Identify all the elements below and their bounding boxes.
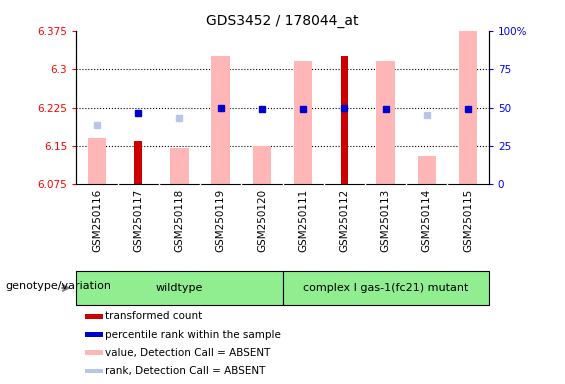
- Title: GDS3452 / 178044_at: GDS3452 / 178044_at: [206, 14, 359, 28]
- Bar: [85, 369, 103, 373]
- Bar: [418, 156, 436, 184]
- Text: GSM250112: GSM250112: [340, 189, 349, 252]
- Text: GSM250111: GSM250111: [298, 189, 308, 252]
- Text: GSM250119: GSM250119: [216, 189, 225, 252]
- Text: GSM250113: GSM250113: [381, 189, 390, 252]
- Bar: [170, 149, 189, 184]
- Bar: [134, 141, 142, 184]
- Text: value, Detection Call = ABSENT: value, Detection Call = ABSENT: [105, 348, 271, 358]
- Bar: [376, 61, 395, 184]
- Bar: [85, 314, 103, 319]
- Bar: [85, 332, 103, 337]
- Text: percentile rank within the sample: percentile rank within the sample: [105, 329, 281, 339]
- Bar: [294, 61, 312, 184]
- FancyBboxPatch shape: [76, 271, 282, 305]
- Bar: [211, 56, 230, 184]
- Bar: [88, 138, 106, 184]
- Text: GSM250115: GSM250115: [463, 189, 473, 252]
- Text: genotype/variation: genotype/variation: [6, 281, 112, 291]
- Text: rank, Detection Call = ABSENT: rank, Detection Call = ABSENT: [105, 366, 266, 376]
- Text: GSM250118: GSM250118: [175, 189, 184, 252]
- Text: wildtype: wildtype: [156, 283, 203, 293]
- Bar: [85, 351, 103, 355]
- Bar: [341, 56, 348, 184]
- Text: GSM250116: GSM250116: [92, 189, 102, 252]
- Text: complex I gas-1(fc21) mutant: complex I gas-1(fc21) mutant: [303, 283, 468, 293]
- Bar: [253, 146, 271, 184]
- Text: GSM250120: GSM250120: [257, 189, 267, 252]
- FancyBboxPatch shape: [282, 271, 489, 305]
- Text: GSM250114: GSM250114: [422, 189, 432, 252]
- Text: GSM250117: GSM250117: [133, 189, 143, 252]
- Bar: [459, 31, 477, 184]
- Text: transformed count: transformed count: [105, 311, 202, 321]
